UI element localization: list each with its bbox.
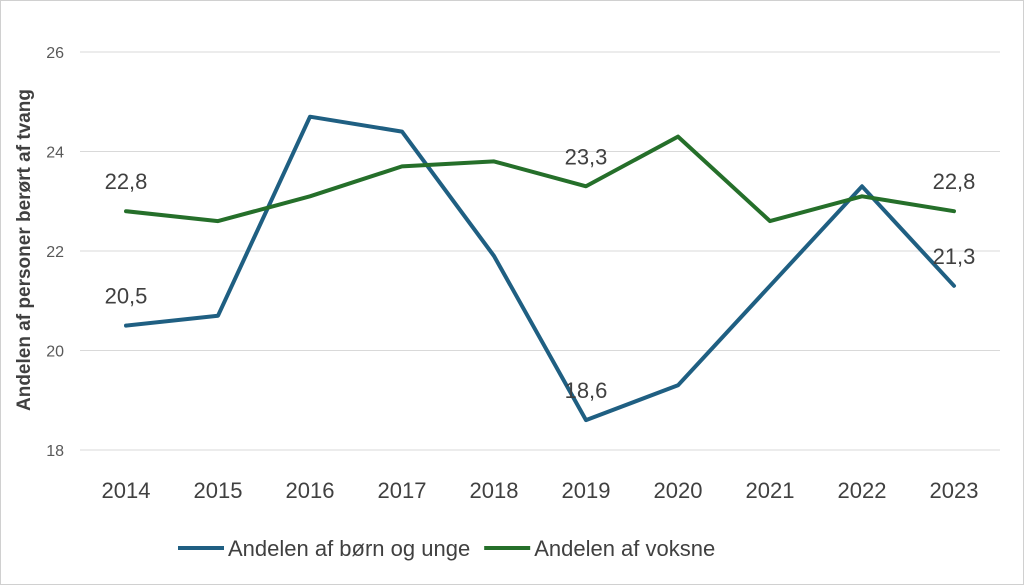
x-tick-2018: 2018 [470, 478, 519, 503]
x-tick-2016: 2016 [286, 478, 335, 503]
y-tick-20: 20 [46, 344, 64, 361]
x-tick-2023: 2023 [930, 478, 979, 503]
data-label-1-9: 22,8 [933, 169, 976, 194]
data-label-0-5: 18,6 [565, 378, 608, 403]
data-label-0-9: 21,3 [933, 244, 976, 269]
gridlines [80, 51, 1000, 451]
data-labels: 20,5 18,6 21,3 22,8 23,3 22,8 [105, 144, 976, 403]
legend-label-1: Andelen af voksne [534, 536, 715, 561]
x-tick-labels: 2014 2015 2016 2017 2018 2019 2020 2021 2022 2023 [102, 478, 979, 503]
x-tick-2015: 2015 [194, 478, 243, 503]
y-tick-22: 22 [46, 244, 64, 261]
legend-label-0: Andelen af børn og unge [228, 536, 470, 561]
x-tick-2014: 2014 [102, 478, 151, 503]
x-tick-2021: 2021 [746, 478, 795, 503]
data-label-1-0: 22,8 [105, 169, 148, 194]
x-tick-2022: 2022 [838, 478, 887, 503]
y-tick-24: 24 [46, 145, 64, 162]
data-label-1-5: 23,3 [565, 144, 608, 169]
x-tick-2020: 2020 [654, 478, 703, 503]
data-label-0-0: 20,5 [105, 284, 148, 309]
y-tick-26: 26 [46, 45, 64, 62]
y-tick-18: 18 [46, 443, 64, 460]
y-tick-labels: 18 20 22 24 26 [46, 45, 64, 460]
series-line-0 [124, 114, 956, 423]
y-axis-label: Andelen af personer berørt af tvang [14, 89, 35, 411]
series-line-1 [124, 134, 956, 224]
series-lines [124, 114, 956, 423]
legend: Andelen af børn og unge Andelen af voksne [178, 536, 715, 561]
x-tick-2017: 2017 [378, 478, 427, 503]
x-tick-2019: 2019 [562, 478, 611, 503]
